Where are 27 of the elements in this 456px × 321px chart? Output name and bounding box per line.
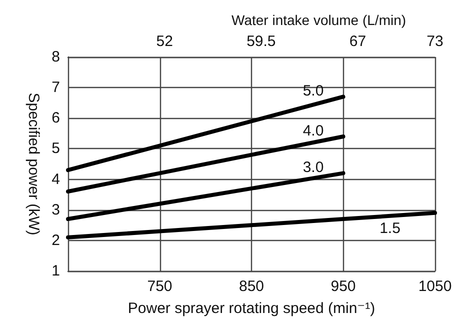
x-tick-label: 850	[238, 278, 264, 295]
line-series	[66, 94, 346, 172]
series-label: 1.5	[380, 220, 400, 237]
y-tick-label: 8	[52, 48, 60, 66]
y-tick-label: 7	[52, 79, 60, 96]
y-tick-label: 2	[52, 232, 60, 249]
line-series	[66, 210, 437, 240]
series-label: 4.0	[302, 122, 324, 140]
x-axis-title: Power sprayer rotating speed (min⁻¹)	[128, 300, 376, 317]
y-axis-title: Specified power (kW)	[24, 92, 42, 236]
y-tick-label: 4	[52, 170, 60, 188]
y-tick-label: 3	[52, 201, 60, 218]
x2-tick-label: 67	[349, 33, 366, 50]
series-label: 5.0	[302, 82, 324, 100]
x2-axis-title: Water intake volume (L/min)	[232, 12, 406, 28]
x-tick-label: 950	[330, 278, 356, 295]
x-tick-label: 1050	[418, 278, 452, 295]
x-tick-label: 750	[147, 278, 172, 295]
line-series	[66, 134, 346, 194]
y-tick-label: 1	[52, 262, 60, 280]
x2-tick-label: 59.5	[246, 33, 276, 50]
series-label: 3.0	[302, 159, 324, 176]
y-tick-label: 5	[52, 140, 60, 158]
x2-tick-label: 73	[426, 33, 444, 50]
line-series	[66, 171, 346, 222]
x2-tick-label: 52	[156, 33, 173, 50]
y-tick-label: 6	[52, 110, 60, 127]
